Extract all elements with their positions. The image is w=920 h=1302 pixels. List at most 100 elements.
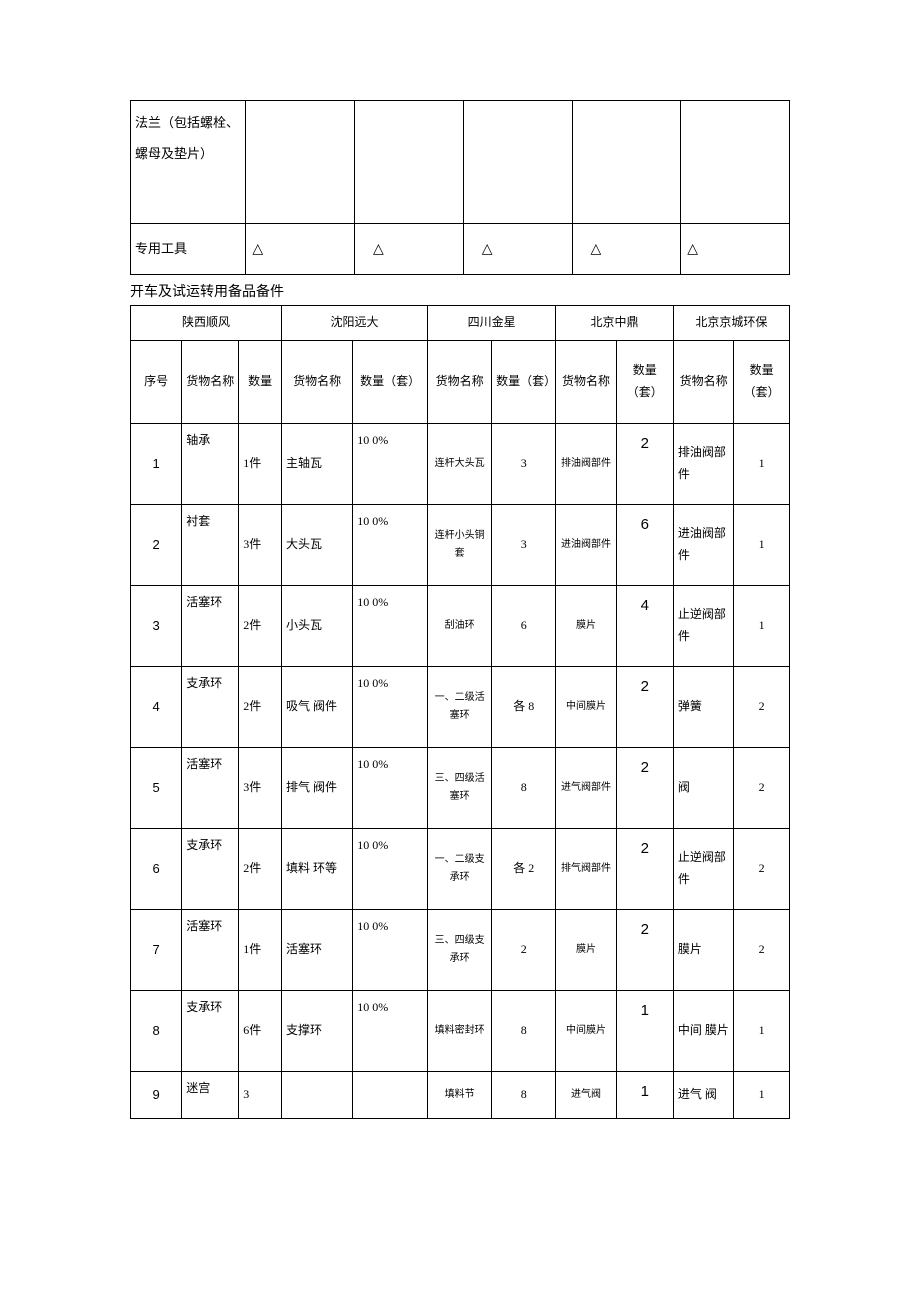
cell-sx-qty: 3件 bbox=[239, 504, 282, 585]
cell-jc-name: 中间 膜片 bbox=[673, 990, 734, 1071]
cell-empty bbox=[463, 101, 572, 224]
col-qty: 数量（套） bbox=[492, 340, 556, 423]
cell-sy-qty: 10 0% bbox=[353, 747, 428, 828]
cell-jc-name: 膜片 bbox=[673, 909, 734, 990]
cell-sx-qty: 3件 bbox=[239, 747, 282, 828]
supplier-beijing-jc: 北京京城环保 bbox=[673, 306, 789, 341]
cell-sy-qty: 10 0% bbox=[353, 990, 428, 1071]
supplier-header-row: 陕西顺风 沈阳远大 四川金星 北京中鼎 北京京城环保 bbox=[131, 306, 790, 341]
cell-sy-qty bbox=[353, 1071, 428, 1118]
spare-parts-table: 陕西顺风 沈阳远大 四川金星 北京中鼎 北京京城环保 序号 货物名称 数量 货物… bbox=[130, 305, 790, 1119]
cell-triangle: △ bbox=[246, 224, 355, 275]
cell-bj-qty: 4 bbox=[616, 585, 673, 666]
cell-bj-qty: 2 bbox=[616, 909, 673, 990]
cell-empty bbox=[572, 101, 681, 224]
cell-seq: 9 bbox=[131, 1071, 182, 1118]
cell-sc-name: 填料密封环 bbox=[428, 990, 492, 1071]
col-qty: 数量（套） bbox=[734, 340, 790, 423]
cell-sx-name: 轴承 bbox=[182, 423, 239, 504]
cell-sy-name: 活塞环 bbox=[282, 909, 353, 990]
cell-seq: 4 bbox=[131, 666, 182, 747]
triangle-icon: △ bbox=[359, 240, 384, 256]
cell-seq: 6 bbox=[131, 828, 182, 909]
cell-sy-name: 主轴瓦 bbox=[282, 423, 353, 504]
cell-sy-qty: 10 0% bbox=[353, 423, 428, 504]
cell-bj-name: 进气阀部件 bbox=[556, 747, 617, 828]
cell-sx-name: 支承环 bbox=[182, 828, 239, 909]
triangle-icon: △ bbox=[468, 240, 493, 256]
supplier-shenyang: 沈阳远大 bbox=[282, 306, 428, 341]
cell-empty bbox=[355, 101, 464, 224]
cell-sy-name bbox=[282, 1071, 353, 1118]
cell-empty bbox=[681, 101, 790, 224]
cell-sy-qty: 10 0% bbox=[353, 504, 428, 585]
cell-jc-qty: 1 bbox=[734, 423, 790, 504]
cell-sc-name: 刮油环 bbox=[428, 585, 492, 666]
cell-sx-name: 活塞环 bbox=[182, 909, 239, 990]
col-name: 货物名称 bbox=[282, 340, 353, 423]
cell-sx-name: 支承环 bbox=[182, 990, 239, 1071]
supplier-sichuan: 四川金星 bbox=[428, 306, 556, 341]
cell-sy-qty: 10 0% bbox=[353, 828, 428, 909]
cell-sc-name: 连杆小头铜套 bbox=[428, 504, 492, 585]
cell-jc-name: 进油阀部件 bbox=[673, 504, 734, 585]
cell-bj-qty: 6 bbox=[616, 504, 673, 585]
table-row: 8支承环6件支撑环10 0%填料密封环8中间膜片1中间 膜片1 bbox=[131, 990, 790, 1071]
cell-sc-name: 填料节 bbox=[428, 1071, 492, 1118]
table-row: 5活塞环3件排气 阀件10 0%三、四级活塞环8进气阀部件2阀2 bbox=[131, 747, 790, 828]
cell-sc-qty: 8 bbox=[492, 747, 556, 828]
col-qty: 数量 bbox=[239, 340, 282, 423]
cell-sc-qty: 3 bbox=[492, 504, 556, 585]
table-row: 7活塞环1件活塞环10 0%三、四级支承环2膜片2膜片2 bbox=[131, 909, 790, 990]
cell-sy-name: 大头瓦 bbox=[282, 504, 353, 585]
cell-triangle: △ bbox=[572, 224, 681, 275]
table-row: 6支承环2件填料 环等10 0%一、二级支承环各 2排气阀部件2止逆阀部件2 bbox=[131, 828, 790, 909]
cell-sx-name: 迷宫 bbox=[182, 1071, 239, 1118]
cell-jc-qty: 2 bbox=[734, 666, 790, 747]
triangle-icon: △ bbox=[250, 240, 263, 256]
cell-sy-qty: 10 0% bbox=[353, 909, 428, 990]
cell-sx-name: 支承环 bbox=[182, 666, 239, 747]
triangle-icon: △ bbox=[685, 240, 698, 256]
cell-sc-qty: 2 bbox=[492, 909, 556, 990]
cell-empty bbox=[246, 101, 355, 224]
cell-sx-name: 活塞环 bbox=[182, 747, 239, 828]
cell-bj-name: 膜片 bbox=[556, 909, 617, 990]
cell-jc-name: 进气 阀 bbox=[673, 1071, 734, 1118]
cell-sc-qty: 8 bbox=[492, 1071, 556, 1118]
cell-jc-qty: 2 bbox=[734, 828, 790, 909]
cell-sc-qty: 各 2 bbox=[492, 828, 556, 909]
cell-sx-qty: 1件 bbox=[239, 909, 282, 990]
cell-sc-name: 一、二级活塞环 bbox=[428, 666, 492, 747]
cell-bj-name: 中间膜片 bbox=[556, 666, 617, 747]
table-row: 1轴承1件主轴瓦10 0%连杆大头瓦3排油阀部件2排油阀部件1 bbox=[131, 423, 790, 504]
cell-triangle: △ bbox=[681, 224, 790, 275]
supplier-shanxi: 陕西顺风 bbox=[131, 306, 282, 341]
cell-bj-name: 进气阀 bbox=[556, 1071, 617, 1118]
cell-bj-qty: 1 bbox=[616, 990, 673, 1071]
tool-label: 专用工具 bbox=[131, 224, 246, 275]
cell-jc-qty: 2 bbox=[734, 909, 790, 990]
col-name: 货物名称 bbox=[182, 340, 239, 423]
cell-bj-qty: 2 bbox=[616, 423, 673, 504]
flange-label: 法兰（包括螺栓、螺母及垫片） bbox=[131, 101, 246, 224]
cell-sx-qty: 2件 bbox=[239, 666, 282, 747]
cell-sc-name: 三、四级支承环 bbox=[428, 909, 492, 990]
cell-sc-name: 三、四级活塞环 bbox=[428, 747, 492, 828]
table-row: 4支承环2件吸气 阀件10 0%一、二级活塞环各 8中间膜片2弹簧2 bbox=[131, 666, 790, 747]
cell-seq: 8 bbox=[131, 990, 182, 1071]
cell-jc-qty: 1 bbox=[734, 990, 790, 1071]
cell-sx-name: 衬套 bbox=[182, 504, 239, 585]
cell-jc-qty: 1 bbox=[734, 1071, 790, 1118]
cell-bj-qty: 2 bbox=[616, 828, 673, 909]
cell-sy-name: 填料 环等 bbox=[282, 828, 353, 909]
cell-bj-qty: 1 bbox=[616, 1071, 673, 1118]
table-row: 专用工具 △ △ △ △ △ bbox=[131, 224, 790, 275]
cell-seq: 2 bbox=[131, 504, 182, 585]
cell-triangle: △ bbox=[463, 224, 572, 275]
col-name: 货物名称 bbox=[556, 340, 617, 423]
cell-jc-qty: 2 bbox=[734, 747, 790, 828]
cell-sy-name: 吸气 阀件 bbox=[282, 666, 353, 747]
cell-sx-qty: 1件 bbox=[239, 423, 282, 504]
cell-seq: 1 bbox=[131, 423, 182, 504]
